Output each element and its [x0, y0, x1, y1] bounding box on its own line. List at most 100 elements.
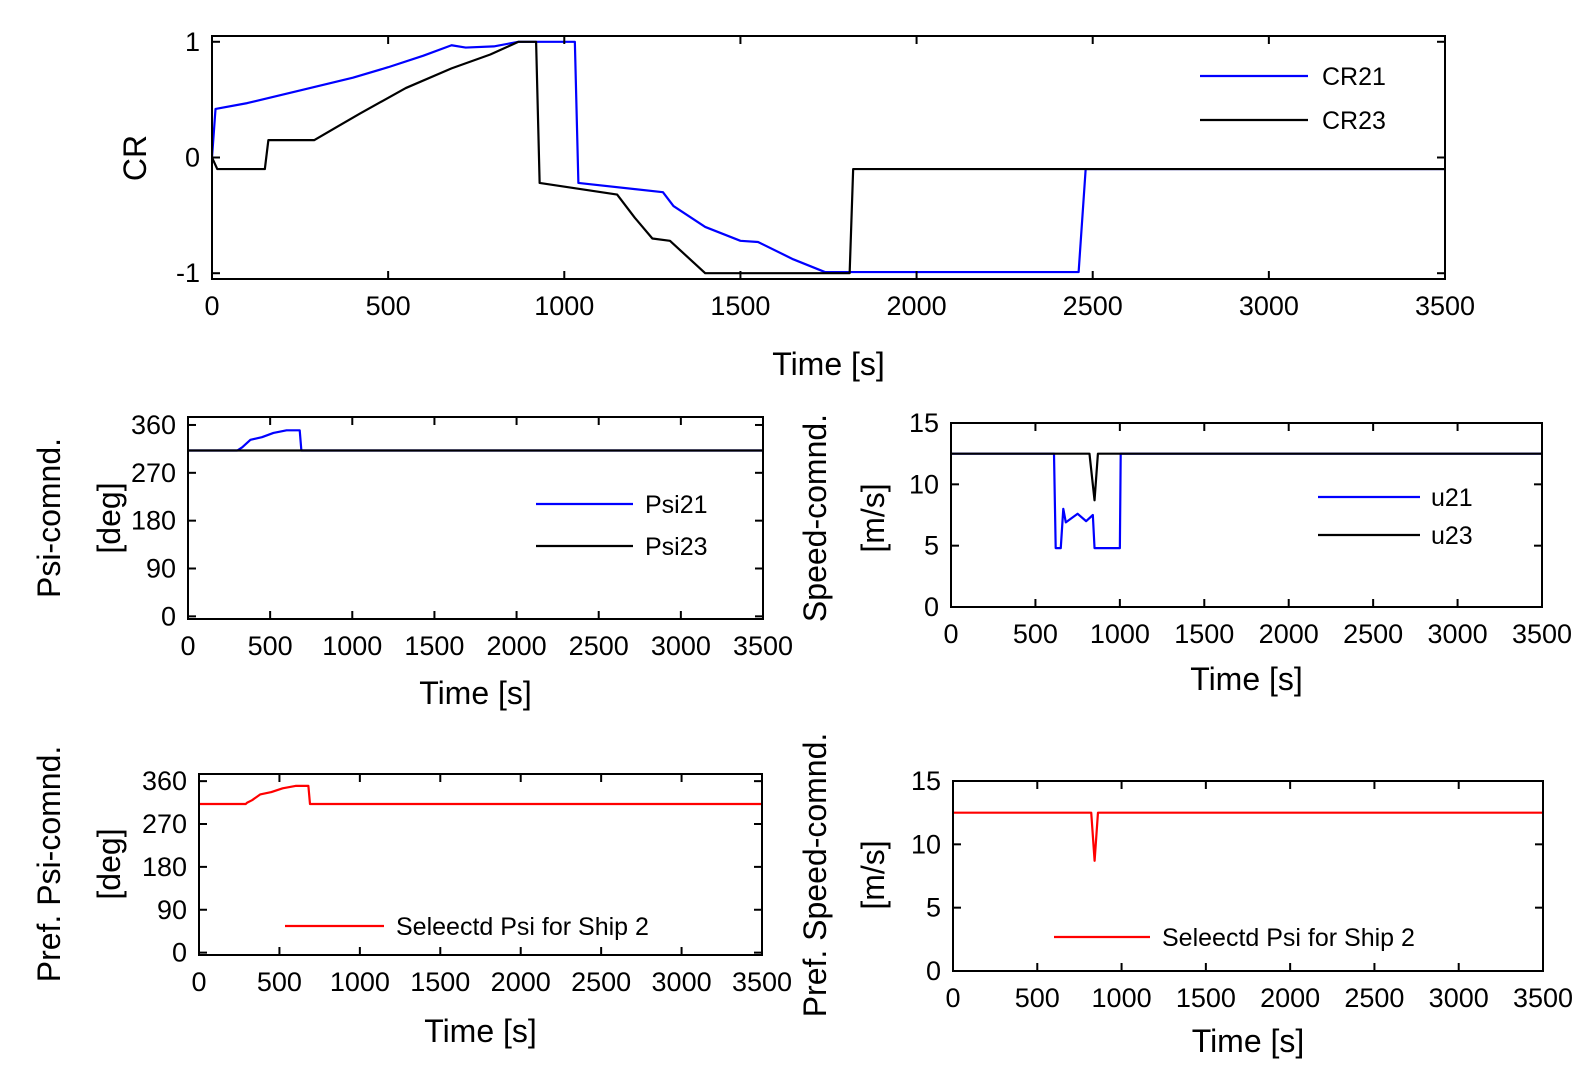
cr-xtick-label: 1000 [534, 291, 594, 321]
cr-plot-area [212, 36, 1445, 279]
pref_psi-xtick-label: 0 [191, 967, 206, 997]
psi-xtick-label: 2500 [569, 631, 629, 661]
cr-legend-label: CR21 [1322, 63, 1386, 91]
pref_speed-ytick-label: 10 [911, 829, 941, 859]
speed-series-u21 [951, 452, 1542, 550]
speed-xlabel: Time [s] [1190, 661, 1303, 697]
psi-xlabel: Time [s] [419, 675, 532, 711]
pref_speed-ylabel-units: [m/s] [855, 840, 891, 909]
pref_speed-xtick-label: 2000 [1260, 983, 1320, 1013]
pref_psi-ytick-label: 0 [172, 938, 187, 968]
psi-xtick-label: 1000 [322, 631, 382, 661]
psi-ylabel-units: [deg] [91, 482, 127, 553]
psi-ylabel: Psi-comnd. [31, 438, 67, 598]
cr-series-cr21 [212, 40, 1445, 274]
cr-xlabel: Time [s] [772, 346, 885, 382]
psi-ytick-label: 270 [131, 458, 176, 488]
pref_speed-chart: 0 500 1000 1500 2000 2500 3000 3500 0 5 10 15 Time [… [797, 733, 1573, 1059]
psi-xtick-label: 0 [180, 631, 195, 661]
pref_speed-xtick-label: 3000 [1429, 983, 1489, 1013]
speed-legend-label: u23 [1431, 522, 1473, 550]
pref_speed-xtick-label: 1000 [1092, 983, 1152, 1013]
pref_speed-xtick-label: 500 [1015, 983, 1060, 1013]
psi-xtick-label: 500 [248, 631, 293, 661]
pref_psi-ytick-label: 90 [157, 895, 187, 925]
pref_speed-series-seleectd-psi-for-ship-2 [953, 811, 1543, 862]
speed-ylabel-units: [m/s] [855, 483, 891, 552]
psi-ytick-label: 360 [131, 410, 176, 440]
speed-chart: 0 500 1000 1500 2000 2500 3000 3500 0 5 10 15 Time [… [797, 408, 1572, 697]
speed-xtick-label: 1500 [1174, 619, 1234, 649]
speed-axes-frame [950, 422, 1543, 608]
speed-ytick-label: 0 [924, 592, 939, 622]
psi-xtick-label: 3000 [651, 631, 711, 661]
speed-ytick-label: 5 [924, 531, 939, 561]
psi-xtick-label: 1500 [404, 631, 464, 661]
speed-xtick-label: 3000 [1428, 619, 1488, 649]
speed-xtick-label: 2500 [1343, 619, 1403, 649]
cr-xtick-label: 0 [204, 291, 219, 321]
cr-xtick-label: 500 [366, 291, 411, 321]
cr-xtick-label: 2500 [1063, 291, 1123, 321]
pref_speed-ytick-label: 15 [911, 766, 941, 796]
pref_psi-legend-label: Seleectd Psi for Ship 2 [396, 913, 649, 941]
pref_speed-ylabel: Pref. Speed-comnd. [797, 733, 833, 1018]
speed-legend-label: u21 [1431, 484, 1473, 512]
pref_speed-axes-frame [952, 780, 1544, 972]
cr-ytick-label: -1 [176, 258, 200, 288]
speed-xtick-label: 500 [1013, 619, 1058, 649]
speed-ytick-label: 10 [909, 469, 939, 499]
speed-plot-area [951, 423, 1542, 607]
speed-ytick-label: 15 [909, 408, 939, 438]
psi-xtick-label: 3500 [733, 631, 793, 661]
psi-legend-label: Psi21 [645, 491, 708, 519]
pref_psi-xtick-label: 2500 [571, 967, 631, 997]
pref_speed-xtick-label: 3500 [1513, 983, 1573, 1013]
pref_speed-xtick-label: 2500 [1344, 983, 1404, 1013]
psi-chart: 0 500 1000 1500 2000 2500 3000 3500 0 90 180 270 360… [31, 410, 793, 711]
pref_psi-axes-frame [198, 773, 763, 956]
speed-xtick-label: 0 [943, 619, 958, 649]
pref_psi-xlabel: Time [s] [424, 1013, 537, 1049]
cr-ylabel: CR [117, 135, 153, 181]
cr-series-cr23 [212, 40, 1445, 275]
pref_speed-legend-label: Seleectd Psi for Ship 2 [1162, 924, 1415, 952]
speed-xtick-label: 2000 [1259, 619, 1319, 649]
cr-legend-label: CR23 [1322, 107, 1386, 135]
pref_psi-ylabel: Pref. Psi-comnd. [31, 746, 67, 983]
pref_psi-xtick-label: 3500 [732, 967, 792, 997]
pref_psi-chart: 0 500 1000 1500 2000 2500 3000 3500 0 90 180 270 360… [31, 746, 792, 1049]
cr-ytick-label: 0 [185, 143, 200, 173]
cr-xtick-label: 1500 [710, 291, 770, 321]
pref_speed-ytick-label: 5 [926, 893, 941, 923]
cr-xtick-label: 3000 [1239, 291, 1299, 321]
cr-ytick-label: 1 [185, 27, 200, 57]
cr-legend: CR21 CR23 [1200, 63, 1386, 135]
pref_psi-ylabel-units: [deg] [91, 828, 127, 899]
pref_psi-xtick-label: 1500 [410, 967, 470, 997]
speed-xtick-label: 3500 [1512, 619, 1572, 649]
pref_psi-xtick-label: 500 [257, 967, 302, 997]
pref_speed-xlabel: Time [s] [1192, 1023, 1305, 1059]
psi-legend: Psi21 Psi23 [536, 491, 708, 561]
pref_psi-xtick-label: 2000 [491, 967, 551, 997]
psi-xtick-label: 2000 [487, 631, 547, 661]
pref_psi-ytick-label: 180 [142, 852, 187, 882]
psi-legend-label: Psi23 [645, 533, 708, 561]
speed-series-u23 [951, 452, 1542, 502]
psi-ytick-label: 0 [161, 601, 176, 631]
pref_psi-series-seleectd-psi-for-ship-2 [199, 784, 762, 806]
psi-axes-frame [187, 416, 764, 620]
psi-ytick-label: 90 [146, 554, 176, 584]
pref_speed-xtick-label: 0 [945, 983, 960, 1013]
pref_psi-xtick-label: 1000 [330, 967, 390, 997]
psi-ytick-label: 180 [131, 506, 176, 536]
psi-series-psi21 [188, 429, 763, 452]
pref_psi-legend: Seleectd Psi for Ship 2 [285, 913, 649, 941]
pref_speed-xtick-label: 1500 [1176, 983, 1236, 1013]
pref_speed-ytick-label: 0 [926, 956, 941, 986]
cr-xtick-label: 2000 [887, 291, 947, 321]
